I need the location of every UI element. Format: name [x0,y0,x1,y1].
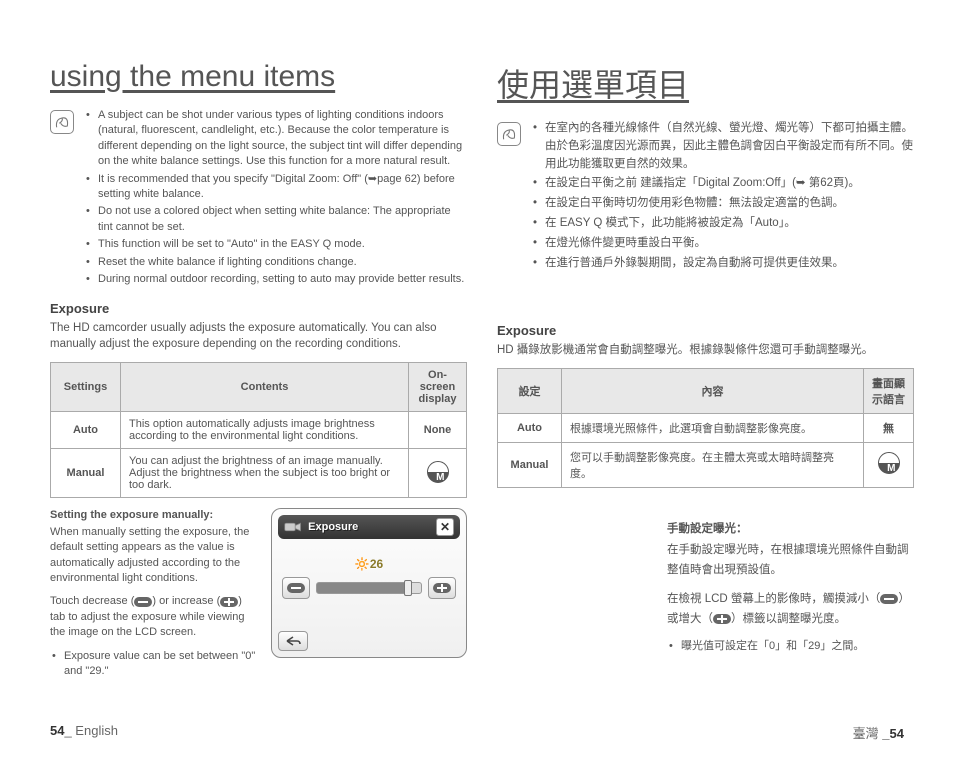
back-button[interactable] [278,631,308,651]
footer-lang-zh: 臺灣 [853,726,883,741]
exposure-heading-zh: Exposure [497,323,914,338]
range-bullet: Exposure value can be set between "0" an… [50,649,259,680]
english-column: using the menu items A subject can be sh… [50,60,467,681]
note-icon [497,122,521,146]
table-row: Manual You can adjust the brightness of … [51,449,467,498]
cell-setting: Manual [51,449,121,498]
manual-p1: When manually setting the exposure, the … [50,525,259,587]
cell-content: 您可以手動調整影像亮度。在主體太亮或太暗時調整亮度。 [562,442,864,487]
th-settings: 設定 [498,368,562,413]
manual-p2: Touch decrease () or increase () tab to … [50,594,259,640]
manual-p1: 在手動設定曝光時，在根據環境光照條件自動調整值時會出現預設值。 [667,541,914,580]
increase-button[interactable] [428,577,456,599]
cell-setting: Auto [51,412,121,449]
cell-display-icon [409,449,467,498]
cell-content: You can adjust the brightness of an imag… [121,449,409,498]
note-item: During normal outdoor recording, setting… [84,272,467,287]
th-settings: Settings [51,363,121,412]
th-contents: Contents [121,363,409,412]
cell-content: 根據環境光照條件，此選項會自動調整影像亮度。 [562,413,864,442]
note-item: 在燈光條件變更時重設白平衡。 [531,235,914,253]
cell-display: 無 [864,413,914,442]
plus-icon [713,614,731,624]
close-icon[interactable]: ✕ [436,518,454,536]
note-item: This function will be set to "Auto" in t… [84,237,467,252]
note-item: Do not use a colored object when setting… [84,204,467,235]
cell-display: None [409,412,467,449]
exposure-heading-en: Exposure [50,301,467,316]
note-item: 在 EASY Q 模式下，此功能將被設定為「Auto」。 [531,215,914,233]
note-item: 在設定白平衡時切勿使用彩色物體：無法設定適當的色調。 [531,195,914,213]
sub-heading: Setting the exposure manually: [50,508,259,523]
manual-p2: 在檢視 LCD 螢幕上的影像時，觸摸減小（）或增大（）標籤以調整曝光度。 [667,590,914,629]
table-row: Auto This option automatically adjusts i… [51,412,467,449]
table-row: Manual 您可以手動調整影像亮度。在主體太亮或太暗時調整亮度。 [498,442,914,487]
page-number-en: 54 [50,723,64,738]
note-item: 在室內的各種光線條件（自然光線、螢光燈、燭光等）下都可拍攝主體。由於色彩溫度因光… [531,120,914,173]
page-footer: 54_ English 臺灣 _54 [50,723,904,742]
note-item: It is recommended that you specify "Digi… [84,172,467,203]
note-item: 在進行普通戶外錄製期間，設定為自動將可提供更佳效果。 [531,255,914,273]
manual-exposure-text-en: Setting the exposure manually: When manu… [50,508,259,681]
th-display: 畫面顯示語言 [864,368,914,413]
exposure-slider[interactable] [316,582,422,594]
note-item: A subject can be shot under various type… [84,108,467,170]
table-row: Auto 根據環境光照條件，此選項會自動調整影像亮度。 無 [498,413,914,442]
minus-icon [880,594,898,604]
exposure-table-en: Settings Contents On-screen display Auto… [50,362,467,498]
chinese-column: 使用選單項目 在室內的各種光線條件（自然光線、螢光燈、燭光等）下都可拍攝主體。由… [497,60,914,681]
cell-content: This option automatically adjusts image … [121,412,409,449]
osd-screenshot: Exposure ✕ 🔆26 [271,508,467,658]
footer-lang-en: _ English [64,723,117,738]
note-icon [50,110,74,134]
camera-icon [284,520,302,534]
exposure-table-zh: 設定 內容 畫面顯示語言 Auto 根據環境光照條件，此選項會自動調整影像亮度。… [497,368,914,488]
page-title-zh: 使用選單項目 [497,60,914,106]
page-number-zh: _54 [882,726,904,741]
manual-exposure-text-zh: 手動設定曝光： 在手動設定曝光時，在根據環境光照條件自動調整值時會出現預設值。 … [497,520,914,655]
sub-heading: 手動設定曝光： [667,520,914,540]
th-contents: 內容 [562,368,864,413]
th-display: On-screen display [409,363,467,412]
page-title-en: using the menu items [50,60,467,94]
range-bullet: 曝光值可設定在「0」和「29」之間。 [667,639,914,654]
cell-setting: Auto [498,413,562,442]
osd-value: 🔆26 [278,557,460,571]
osd-title: Exposure [308,521,430,533]
cell-setting: Manual [498,442,562,487]
note-item: 在設定白平衡之前 建議指定「Digital Zoom:Off」(➥ 第62頁)。 [531,175,914,193]
notes-list-en: A subject can be shot under various type… [84,108,467,289]
plus-icon [220,597,238,607]
note-item: Reset the white balance if lighting cond… [84,255,467,270]
exposure-desc-en: The HD camcorder usually adjusts the exp… [50,320,467,352]
minus-icon [134,597,152,607]
manual-mode-icon [878,452,900,474]
exposure-desc-zh: HD 攝錄放影機通常會自動調整曝光。根據錄製條件您還可手動調整曝光。 [497,342,914,358]
decrease-button[interactable] [282,577,310,599]
cell-display-icon [864,442,914,487]
manual-mode-icon [427,461,449,483]
notes-list-zh: 在室內的各種光線條件（自然光線、螢光燈、燭光等）下都可拍攝主體。由於色彩溫度因光… [531,120,914,275]
